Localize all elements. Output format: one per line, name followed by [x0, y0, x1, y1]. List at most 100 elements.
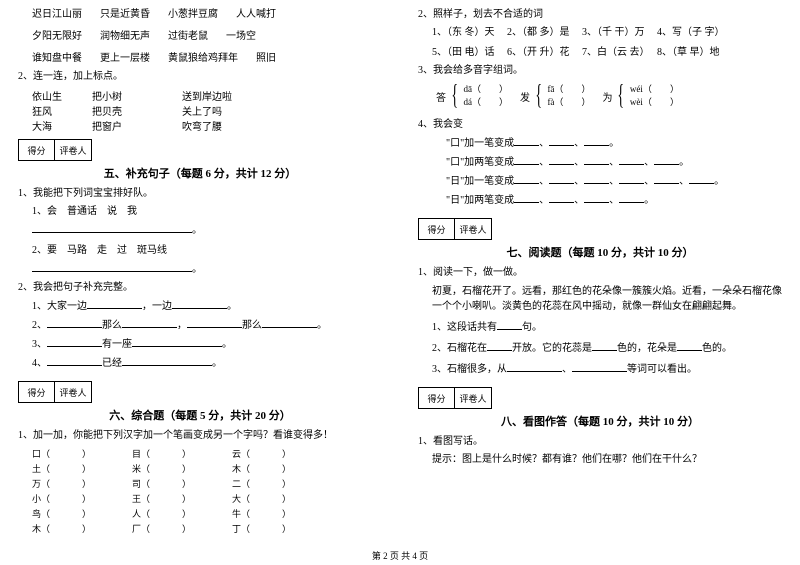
cell: 送到岸边啦 [182, 88, 272, 103]
text: 一场空 [226, 30, 256, 44]
cell: ） [282, 447, 332, 460]
text: 已经 [102, 358, 122, 369]
text: 润物细无声 [100, 30, 150, 44]
pinyin-top: wéi（ ） [630, 83, 679, 97]
score-label: 得分 [419, 219, 455, 239]
cell: 小（ [32, 492, 82, 505]
q4-line: "口"加两笔变成、、、、。 [418, 155, 782, 170]
answer-line: 。 [18, 223, 382, 238]
text: 4、 [32, 358, 47, 369]
score-box: 得分 评卷人 [18, 139, 92, 161]
poly-group: 答 { dā（ ） dá（ ） [436, 82, 508, 110]
cell: 吹弯了腰 [182, 118, 272, 133]
text: 小葱拌豆腐 [168, 8, 218, 22]
poly-group: 为 { wéi（ ） wèi（ ） [602, 82, 678, 110]
r-q2-title: 2、照样子，划去不合适的词 [418, 8, 782, 22]
cell: 依山生 [32, 88, 92, 103]
text: 那么 [102, 320, 122, 331]
text: 那么 [242, 320, 262, 331]
cell: 人（ [132, 507, 182, 520]
text: 7、白（云 去） [582, 47, 645, 58]
pinyin-top: dā（ ） [463, 83, 508, 97]
q4-line: "日"加一笔变成、、、、、。 [418, 174, 782, 189]
score-box: 得分 评卷人 [418, 387, 492, 409]
q5-1: 1、我能把下列词宝宝排好队。 [18, 187, 382, 201]
q8-hint: 提示：图上是什么时候？都有谁？他们在哪？他们在干什么？ [418, 453, 782, 467]
cell: 鸟（ [32, 507, 82, 520]
score-label: 得分 [19, 140, 55, 160]
cell: ） [282, 522, 332, 535]
pinyin-bot: wèi（ ） [630, 96, 679, 110]
poly-group: 发 { fā（ ） fà（ ） [520, 82, 590, 110]
grader-label: 评卷人 [55, 140, 91, 160]
grader-label: 评卷人 [455, 388, 491, 408]
q4-line: "口"加一笔变成、、。 [418, 136, 782, 151]
cell: 米（ [132, 462, 182, 475]
cell: 木（ [32, 522, 82, 535]
text: 有一座 [102, 339, 132, 350]
text: 更上一层楼 [100, 52, 150, 66]
pinyin-top: fā（ ） [547, 83, 590, 97]
text: 3、（千 干）万 [582, 27, 645, 38]
cell: ） [82, 447, 132, 460]
cell: 大（ [232, 492, 282, 505]
r-q4-title: 4、我会变 [418, 118, 782, 132]
cell: 木（ [232, 462, 282, 475]
brace-icon: { [535, 82, 542, 110]
text: 2、（都 多）是 [507, 27, 570, 38]
cell: ） [182, 507, 232, 520]
table-row: 依山生 把小树 送到岸边啦 [32, 88, 382, 103]
cell: 万（ [32, 477, 82, 490]
score-label: 得分 [419, 388, 455, 408]
cell: 狂风 [32, 103, 92, 118]
cell: ） [82, 477, 132, 490]
cell: 把窗户 [92, 118, 182, 133]
cell: ） [282, 492, 332, 505]
cell: 云（ [232, 447, 282, 460]
cell: ） [82, 522, 132, 535]
polyphone-row: 答 { dā（ ） dá（ ） 发 { fā（ ） fà（ ） 为 { wéi（… [436, 82, 782, 110]
section-7-title: 七、阅读题（每题 10 分，共计 10 分） [418, 244, 782, 260]
q6-1: 1、加一加，你能把下列汉字加一个笔画变成另一个字吗？看谁变得多！ [18, 429, 382, 443]
cell: 口（ [32, 447, 82, 460]
cell: 二（ [232, 477, 282, 490]
pinyin-bot: fà（ ） [547, 96, 590, 110]
cell: 丁（ [232, 522, 282, 535]
page-footer: 第 2 页 共 4 页 [0, 549, 800, 562]
r-q2-row1: 1、（东 冬）天 2、（都 多）是 3、（千 干）万 4、写（子 字） [418, 26, 782, 40]
cell: 王（ [132, 492, 182, 505]
text: ， [177, 320, 187, 331]
table-row: 狂风 把贝壳 关上了吗 [32, 103, 382, 118]
q7-b: 2、石榴花在开放。它的花蕊是色的，花朵是色的。 [418, 341, 782, 356]
cell: ） [282, 507, 332, 520]
section-8-title: 八、看图作答（每题 10 分，共计 10 分） [418, 413, 782, 429]
pair-table: 依山生 把小树 送到岸边啦 狂风 把贝壳 关上了吗 大海 把窗户 吹弯了腰 [18, 88, 382, 133]
pinyin-bot: dá（ ） [463, 96, 508, 110]
text: 迟日江山丽 [32, 8, 82, 22]
poly-char: 为 [602, 89, 612, 104]
section-6-title: 六、综合题（每题 5 分，共计 20 分） [18, 407, 382, 423]
idiom-row-2: 夕阳无限好 润物细无声 过街老鼠 一场空 [18, 30, 382, 44]
text: 过街老鼠 [168, 30, 208, 44]
r-q3-title: 3、我会给多音字组词。 [418, 64, 782, 78]
cell: 关上了吗 [182, 103, 272, 118]
r-q2-row2: 5、（田 电）话 6、（开 升）花 7、白（云 去） 8、（草 早）地 [418, 46, 782, 60]
text: 1、大家一边 [32, 301, 87, 312]
cell: 大海 [32, 118, 92, 133]
cell: 厂（ [132, 522, 182, 535]
text: 只是近黄昏 [100, 8, 150, 22]
cell: 土（ [32, 462, 82, 475]
q5-2-4: 4、已经。 [18, 356, 382, 371]
brace-icon: { [618, 82, 625, 110]
cell: ） [82, 462, 132, 475]
poly-char: 答 [436, 89, 446, 104]
q5-2-1: 1、大家一边，一边。 [18, 299, 382, 314]
grader-label: 评卷人 [455, 219, 491, 239]
q5-2-3: 3、有一座。 [18, 337, 382, 352]
q5-1-2: 2、要 马路 走 过 斑马线 [18, 244, 382, 258]
score-box: 得分 评卷人 [418, 218, 492, 240]
q4-line: "日"加两笔变成、、、。 [418, 193, 782, 208]
q5-1-1: 1、会 普通话 说 我 [18, 205, 382, 219]
text: 8、（草 早）地 [657, 47, 720, 58]
text: 1、（东 冬）天 [432, 27, 495, 38]
